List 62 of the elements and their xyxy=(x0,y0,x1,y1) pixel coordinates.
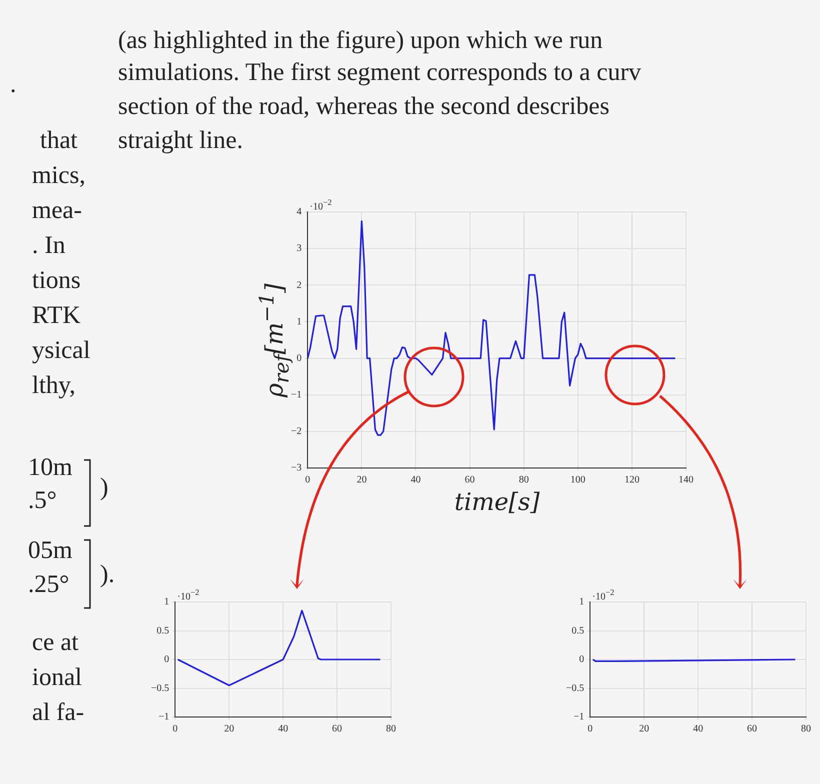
y-tick-label: 0 xyxy=(164,654,170,666)
text: lthy, xyxy=(32,372,76,399)
text: that xyxy=(40,127,78,154)
y-tick-label: −1 xyxy=(574,712,584,723)
x-tick-label: 100 xyxy=(570,474,586,486)
x-tick-label: 60 xyxy=(747,724,758,735)
text: ) xyxy=(100,474,108,501)
annotation: ·10$^{−2}$ xyxy=(592,588,614,602)
y-tick-label: 0.5 xyxy=(156,625,170,636)
annotation: ·10$^{−2}$ xyxy=(310,198,332,212)
x-tick-label: 40 xyxy=(410,474,421,486)
text: ional xyxy=(32,664,82,691)
y-tick-label: −3 xyxy=(291,462,302,474)
x-tick-label: 120 xyxy=(624,474,640,486)
y-tick-label: −0.5 xyxy=(151,682,170,694)
y-tick-label: 1 xyxy=(579,596,584,608)
x-tick-label: 80 xyxy=(518,474,529,486)
y-tick-label: 0.5 xyxy=(572,625,584,636)
text: RTK xyxy=(32,302,80,329)
text: 05m xyxy=(28,537,72,564)
y-tick-label: 4 xyxy=(296,206,302,218)
y-tick-label: 3 xyxy=(296,243,302,254)
x-axis-title: time[s] xyxy=(454,488,540,516)
annotation: ·10$^{−2}$ xyxy=(177,588,200,602)
text: mics, xyxy=(32,162,86,189)
x-tick-label: 0 xyxy=(172,724,178,735)
y-tick-label: −2 xyxy=(291,426,302,438)
y-tick-label: 0 xyxy=(579,654,584,666)
y-tick-label: 2 xyxy=(296,280,302,291)
text: ). xyxy=(100,561,115,588)
text: simulations. The first segment corresponds to a curv xyxy=(118,59,642,86)
text: straight line. xyxy=(118,127,243,154)
x-tick-label: 20 xyxy=(356,474,367,486)
x-tick-label: 0 xyxy=(305,474,310,486)
text: . In xyxy=(32,232,66,259)
text: ysical xyxy=(32,337,90,364)
x-tick-label: 0 xyxy=(588,724,593,735)
text: .25° xyxy=(28,571,70,598)
text: 10m xyxy=(28,454,72,481)
text: section of the road, whereas the second describes xyxy=(118,93,610,120)
x-tick-label: 20 xyxy=(639,724,650,735)
y-tick-label: 1 xyxy=(296,316,302,328)
text: ce at xyxy=(32,629,78,656)
text: .5° xyxy=(28,487,57,514)
text: tions xyxy=(32,267,81,294)
x-tick-label: 60 xyxy=(464,474,475,486)
y-tick-label: −1 xyxy=(291,389,302,400)
text: . xyxy=(10,71,16,98)
y-tick-label: −0.5 xyxy=(566,682,584,694)
text: (as highlighted in the figure) upon which we run xyxy=(118,27,603,54)
x-tick-label: 80 xyxy=(386,724,396,735)
x-tick-label: 40 xyxy=(693,724,704,735)
y-tick-label: 0 xyxy=(296,352,302,364)
x-tick-label: 140 xyxy=(678,474,694,486)
text: al fa- xyxy=(32,699,84,726)
text: mea- xyxy=(32,197,82,224)
x-tick-label: 40 xyxy=(278,724,288,735)
x-tick-label: 60 xyxy=(332,724,342,735)
y-tick-label: 1 xyxy=(164,596,170,608)
x-tick-label: 20 xyxy=(224,724,234,735)
y-tick-label: −1 xyxy=(158,712,170,723)
x-tick-label: 80 xyxy=(801,724,811,735)
